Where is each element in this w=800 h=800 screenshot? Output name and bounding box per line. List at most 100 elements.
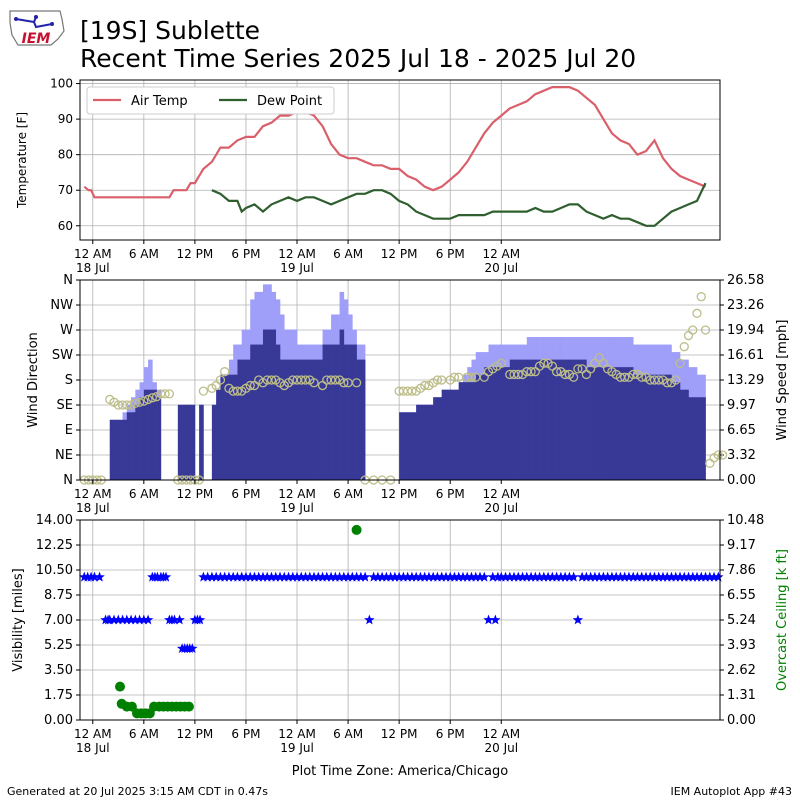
wind-speed-bar [314,359,319,480]
wind-speed-bar [199,404,204,480]
vis-tick-label: 8.75 [44,588,73,603]
wind-speed-bar [331,344,336,480]
wind-frame [79,279,721,481]
wind-speed-bar [590,367,596,480]
wind-speed-bar [339,329,345,480]
wind-speed-bar [675,382,681,480]
wind-speed-bar [539,359,545,480]
iem-logo: IEM [9,10,65,47]
visibility-point [674,571,686,582]
visibility-point [291,571,303,582]
wind-speed-bar [518,359,523,480]
wind-speed-bar [360,359,366,480]
wind-direction-point [339,378,349,388]
wind-direction-point [713,450,723,460]
wind-direction-point [628,369,638,380]
wind-direction-point [683,330,694,341]
wind-xtick-label: 12 AM [74,487,112,501]
wind-speed-axis-label: Wind Speed [mph] [775,320,790,441]
visibility-point [679,571,690,582]
footer-generated: Generated at 20 Jul 2025 3:15 AM CDT in … [7,785,268,798]
wind-speed-bar [637,374,643,480]
wind-speed-bar [462,382,468,480]
wind-speed-bar [424,404,430,480]
visibility-point [589,571,601,582]
ceiling-tick-label: 0.00 [727,713,756,728]
visibility-point [368,571,379,582]
visibility-point [445,571,456,582]
wind-speed-bar [233,374,238,480]
wind-speed-bar [122,419,128,480]
wind-speed-bar [152,389,157,480]
visibility-point [419,571,430,582]
wind-speed-bar [322,344,328,480]
ceiling-tick-label: 3.93 [727,638,756,653]
visibility-point [432,571,443,582]
visibility-point [649,571,660,582]
wind-speed-bar [275,344,281,480]
vis-tick-label: 12.25 [36,538,73,553]
visibility-point [428,571,439,582]
wind-direction-point [147,393,157,403]
visibility-point [300,571,311,582]
visibility-point [104,614,115,625]
wind-speed-bar [135,404,140,480]
wind-direction-point [637,372,647,382]
temp-xtick-sublabel: 18 Jul [76,261,110,275]
visibility-point [525,571,537,582]
wind-direction-point [654,375,664,385]
visibility-point [615,571,626,582]
visibility-point [117,614,128,625]
visibility-point [504,571,515,582]
vis-tick-label: 0.00 [44,713,73,728]
wind-speed-bar [505,367,511,480]
wind-speed-bar [586,367,591,480]
visibility-point [423,571,435,582]
visibility-point [551,571,562,582]
visibility-point [270,571,281,582]
wind-speed-bar [114,419,119,480]
visibility-point [376,571,388,582]
visibility-point [645,571,656,582]
wind-direction-point [551,367,562,377]
visibility-point [466,571,477,582]
vis-xtick-label: 12 AM [74,727,112,741]
wind-speed-tick-label: 6.65 [727,423,756,438]
wind-speed-bar [292,359,298,480]
vis-xtick-label: 12 AM [482,727,520,741]
wind-direction-point [662,378,672,388]
vis-tick-label: 5.25 [44,638,73,653]
visibility-point [662,571,673,582]
wind-xtick-label: 6 AM [333,487,363,501]
wind-speed-bar [445,389,451,480]
wind-speed-bar [548,359,553,480]
visibility-point [169,614,180,625]
wind-speed-bar [309,359,315,480]
wind-direction-point [449,372,460,382]
wind-speed-bar [594,367,600,480]
wind-dir-tick-label: S [65,373,73,388]
wind-direction-point [215,375,226,385]
wind-direction-point [705,458,715,468]
visibility-point [130,614,141,625]
wind-xtick-label: 12 PM [381,487,418,501]
ceiling-tick-label: 10.48 [727,513,764,528]
wind-xtick-sublabel: 19 Jul [280,501,314,515]
wind-direction-point [220,367,230,377]
visibility-point [308,571,320,582]
ceiling-tick-label: 2.62 [727,663,756,678]
wind-direction-point [496,358,506,368]
wind-speed-bar [318,359,323,480]
wind-speed-bar [628,367,634,480]
wind-speed-tick-label: 23.26 [727,298,764,313]
wind-speed-tick-label: 16.61 [727,348,764,363]
wind-speed-bar [531,359,536,480]
wind-direction-point [620,372,630,382]
wind-speed-bar [611,367,617,480]
visibility-point [223,571,235,582]
temp-xtick-label: 6 AM [129,247,159,261]
wind-xtick-sublabel: 20 Jul [484,501,518,515]
temp-ytick-label: 70 [58,183,73,197]
wind-speed-bar [565,359,570,480]
legend-label: Dew Point [257,94,322,109]
